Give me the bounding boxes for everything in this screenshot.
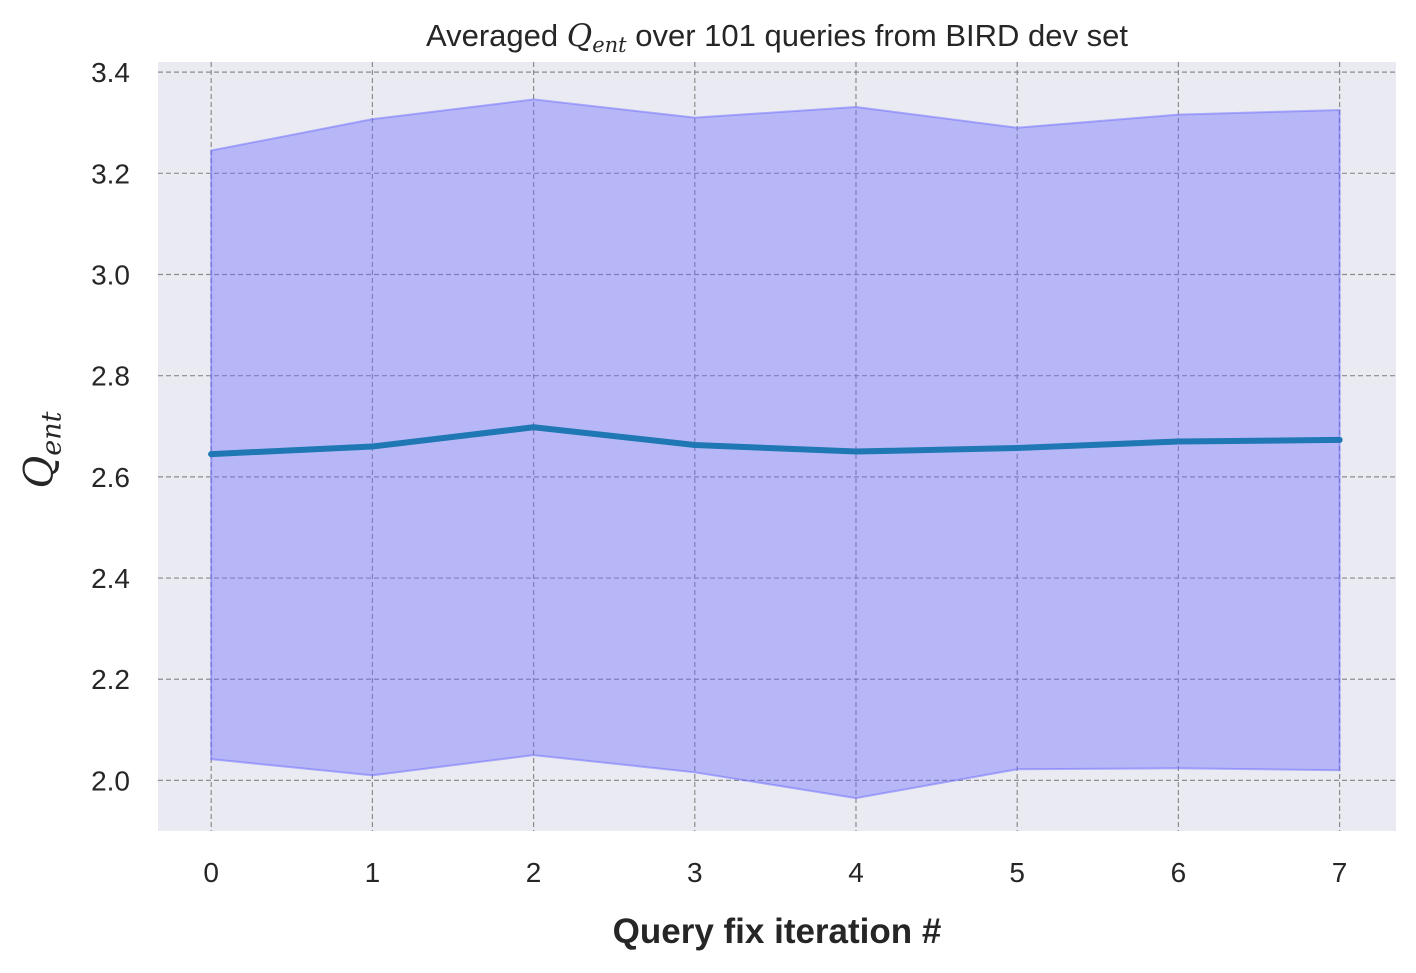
- y-tick-label-5: 3.0: [91, 259, 130, 290]
- y-axis-label: Qent: [16, 411, 68, 489]
- data-point-0: [208, 451, 215, 458]
- x-tick-label-6: 6: [1171, 857, 1187, 888]
- line-group: [208, 424, 1343, 458]
- y-tick-label-4: 2.8: [91, 361, 130, 392]
- x-tick-label-5: 5: [1009, 857, 1025, 888]
- x-tick-label-2: 2: [526, 857, 542, 888]
- x-axis-label: Query fix iteration #: [612, 912, 942, 951]
- x-tick-label-7: 7: [1332, 857, 1348, 888]
- y-tick-labels: 2.0 2.2 2.4 2.6 2.8 3.0 3.2 3.4: [91, 57, 130, 796]
- data-point-1: [369, 443, 376, 450]
- x-tick-label-1: 1: [365, 857, 381, 888]
- data-point-5: [1014, 445, 1021, 452]
- x-tick-label-3: 3: [687, 857, 703, 888]
- title-math: Qent: [566, 18, 627, 57]
- x-tick-label-4: 4: [848, 857, 864, 888]
- data-point-4: [852, 448, 859, 455]
- x-tick-labels: 0 1 2 3 4 5 6 7: [203, 857, 1347, 888]
- chart-title: Averaged Qent over 101 queries from BIRD…: [426, 18, 1128, 57]
- y-tick-label-3: 2.6: [91, 462, 130, 493]
- y-tick-label-7: 3.4: [91, 57, 130, 88]
- y-tick-label-6: 3.2: [91, 158, 130, 189]
- series-line-0: [208, 424, 1343, 458]
- data-point-7: [1336, 436, 1343, 443]
- data-point-2: [530, 424, 537, 431]
- data-point-3: [691, 441, 698, 448]
- data-point-6: [1175, 438, 1182, 445]
- y-tick-label-1: 2.2: [91, 664, 130, 695]
- y-tick-label-2: 2.4: [91, 563, 130, 594]
- y-tick-label-0: 2.0: [91, 765, 130, 796]
- x-tick-label-0: 0: [203, 857, 219, 888]
